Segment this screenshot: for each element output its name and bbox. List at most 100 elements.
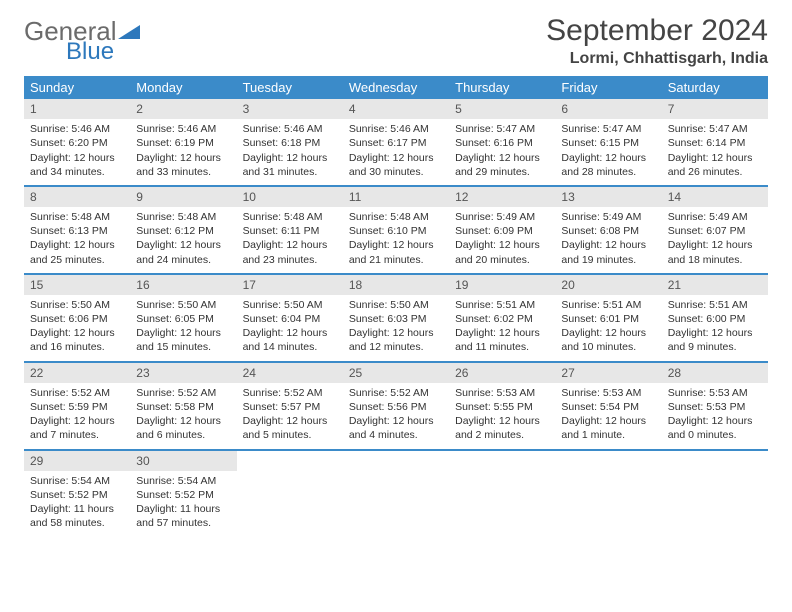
cell-body: Sunrise: 5:48 AMSunset: 6:10 PMDaylight:… [343, 207, 449, 273]
day-number: 1 [24, 99, 130, 119]
calendar-cell: 10Sunrise: 5:48 AMSunset: 6:11 PMDayligh… [237, 187, 343, 273]
daylight-text-2: and 31 minutes. [243, 165, 337, 179]
sunrise-text: Sunrise: 5:53 AM [455, 386, 549, 400]
sunset-text: Sunset: 5:52 PM [136, 488, 230, 502]
sunrise-text: Sunrise: 5:54 AM [30, 474, 124, 488]
header: GeneralBlue September 2024 Lormi, Chhatt… [24, 14, 768, 68]
day-header-row: SundayMondayTuesdayWednesdayThursdayFrid… [24, 76, 768, 99]
day-number: 11 [343, 187, 449, 207]
sunset-text: Sunset: 6:14 PM [668, 136, 762, 150]
calendar-cell: 27Sunrise: 5:53 AMSunset: 5:54 PMDayligh… [555, 363, 661, 449]
calendar-cell: 16Sunrise: 5:50 AMSunset: 6:05 PMDayligh… [130, 275, 236, 361]
day-number: 27 [555, 363, 661, 383]
cell-body: Sunrise: 5:54 AMSunset: 5:52 PMDaylight:… [24, 471, 130, 537]
sunset-text: Sunset: 6:04 PM [243, 312, 337, 326]
daylight-text-2: and 25 minutes. [30, 253, 124, 267]
day-number: 24 [237, 363, 343, 383]
day-number: 13 [555, 187, 661, 207]
sunrise-text: Sunrise: 5:52 AM [243, 386, 337, 400]
daylight-text-2: and 6 minutes. [136, 428, 230, 442]
sunset-text: Sunset: 6:07 PM [668, 224, 762, 238]
calendar-cell: 26Sunrise: 5:53 AMSunset: 5:55 PMDayligh… [449, 363, 555, 449]
sunrise-text: Sunrise: 5:52 AM [30, 386, 124, 400]
daylight-text-2: and 29 minutes. [455, 165, 549, 179]
day-number: 17 [237, 275, 343, 295]
daylight-text-1: Daylight: 12 hours [455, 326, 549, 340]
sunset-text: Sunset: 5:53 PM [668, 400, 762, 414]
calendar-cell: 30Sunrise: 5:54 AMSunset: 5:52 PMDayligh… [130, 451, 236, 537]
day-header-saturday: Saturday [662, 76, 768, 99]
sunset-text: Sunset: 5:52 PM [30, 488, 124, 502]
daylight-text-2: and 24 minutes. [136, 253, 230, 267]
daylight-text-2: and 10 minutes. [561, 340, 655, 354]
sunset-text: Sunset: 6:19 PM [136, 136, 230, 150]
daylight-text-1: Daylight: 12 hours [455, 238, 549, 252]
day-number: 7 [662, 99, 768, 119]
calendar-cell: 2Sunrise: 5:46 AMSunset: 6:19 PMDaylight… [130, 99, 236, 185]
daylight-text-2: and 18 minutes. [668, 253, 762, 267]
week-row: 8Sunrise: 5:48 AMSunset: 6:13 PMDaylight… [24, 187, 768, 275]
day-header-monday: Monday [130, 76, 236, 99]
daylight-text-2: and 20 minutes. [455, 253, 549, 267]
daylight-text-1: Daylight: 12 hours [349, 151, 443, 165]
week-row: 15Sunrise: 5:50 AMSunset: 6:06 PMDayligh… [24, 275, 768, 363]
daylight-text-2: and 21 minutes. [349, 253, 443, 267]
daylight-text-1: Daylight: 12 hours [668, 238, 762, 252]
daylight-text-2: and 16 minutes. [30, 340, 124, 354]
calendar-cell: 8Sunrise: 5:48 AMSunset: 6:13 PMDaylight… [24, 187, 130, 273]
sunrise-text: Sunrise: 5:48 AM [30, 210, 124, 224]
daylight-text-1: Daylight: 12 hours [136, 326, 230, 340]
day-number: 22 [24, 363, 130, 383]
day-number: 19 [449, 275, 555, 295]
day-header-tuesday: Tuesday [237, 76, 343, 99]
cell-body: Sunrise: 5:50 AMSunset: 6:03 PMDaylight:… [343, 295, 449, 361]
day-number: 29 [24, 451, 130, 471]
day-number: 4 [343, 99, 449, 119]
title-block: September 2024 Lormi, Chhattisgarh, Indi… [546, 14, 768, 68]
calendar-cell: 12Sunrise: 5:49 AMSunset: 6:09 PMDayligh… [449, 187, 555, 273]
calendar-cell: 9Sunrise: 5:48 AMSunset: 6:12 PMDaylight… [130, 187, 236, 273]
day-number: 16 [130, 275, 236, 295]
cell-body: Sunrise: 5:50 AMSunset: 6:04 PMDaylight:… [237, 295, 343, 361]
sunset-text: Sunset: 6:08 PM [561, 224, 655, 238]
sunset-text: Sunset: 6:03 PM [349, 312, 443, 326]
logo: GeneralBlue [24, 14, 142, 64]
cell-body: Sunrise: 5:49 AMSunset: 6:07 PMDaylight:… [662, 207, 768, 273]
daylight-text-2: and 58 minutes. [30, 516, 124, 530]
calendar-cell: 11Sunrise: 5:48 AMSunset: 6:10 PMDayligh… [343, 187, 449, 273]
calendar-cell: 18Sunrise: 5:50 AMSunset: 6:03 PMDayligh… [343, 275, 449, 361]
calendar-cell: 5Sunrise: 5:47 AMSunset: 6:16 PMDaylight… [449, 99, 555, 185]
sunrise-text: Sunrise: 5:47 AM [455, 122, 549, 136]
sunrise-text: Sunrise: 5:49 AM [455, 210, 549, 224]
cell-body: Sunrise: 5:46 AMSunset: 6:17 PMDaylight:… [343, 119, 449, 185]
daylight-text-2: and 26 minutes. [668, 165, 762, 179]
daylight-text-1: Daylight: 12 hours [30, 238, 124, 252]
sunrise-text: Sunrise: 5:46 AM [243, 122, 337, 136]
cell-body: Sunrise: 5:51 AMSunset: 6:02 PMDaylight:… [449, 295, 555, 361]
day-number: 10 [237, 187, 343, 207]
sunset-text: Sunset: 5:56 PM [349, 400, 443, 414]
sunset-text: Sunset: 6:00 PM [668, 312, 762, 326]
day-number: 23 [130, 363, 236, 383]
sunrise-text: Sunrise: 5:48 AM [349, 210, 443, 224]
calendar-cell: 15Sunrise: 5:50 AMSunset: 6:06 PMDayligh… [24, 275, 130, 361]
cell-body: Sunrise: 5:48 AMSunset: 6:12 PMDaylight:… [130, 207, 236, 273]
cell-body: Sunrise: 5:54 AMSunset: 5:52 PMDaylight:… [130, 471, 236, 537]
calendar-cell: 3Sunrise: 5:46 AMSunset: 6:18 PMDaylight… [237, 99, 343, 185]
daylight-text-2: and 28 minutes. [561, 165, 655, 179]
daylight-text-2: and 9 minutes. [668, 340, 762, 354]
daylight-text-1: Daylight: 12 hours [30, 151, 124, 165]
sunset-text: Sunset: 6:05 PM [136, 312, 230, 326]
day-number: 2 [130, 99, 236, 119]
sunrise-text: Sunrise: 5:47 AM [561, 122, 655, 136]
sunrise-text: Sunrise: 5:52 AM [136, 386, 230, 400]
week-row: 1Sunrise: 5:46 AMSunset: 6:20 PMDaylight… [24, 99, 768, 187]
calendar-cell: 21Sunrise: 5:51 AMSunset: 6:00 PMDayligh… [662, 275, 768, 361]
daylight-text-1: Daylight: 12 hours [136, 238, 230, 252]
sunset-text: Sunset: 6:15 PM [561, 136, 655, 150]
calendar-cell-empty [555, 451, 661, 537]
daylight-text-1: Daylight: 12 hours [136, 151, 230, 165]
calendar-cell: 22Sunrise: 5:52 AMSunset: 5:59 PMDayligh… [24, 363, 130, 449]
calendar-cell: 29Sunrise: 5:54 AMSunset: 5:52 PMDayligh… [24, 451, 130, 537]
daylight-text-1: Daylight: 12 hours [243, 414, 337, 428]
